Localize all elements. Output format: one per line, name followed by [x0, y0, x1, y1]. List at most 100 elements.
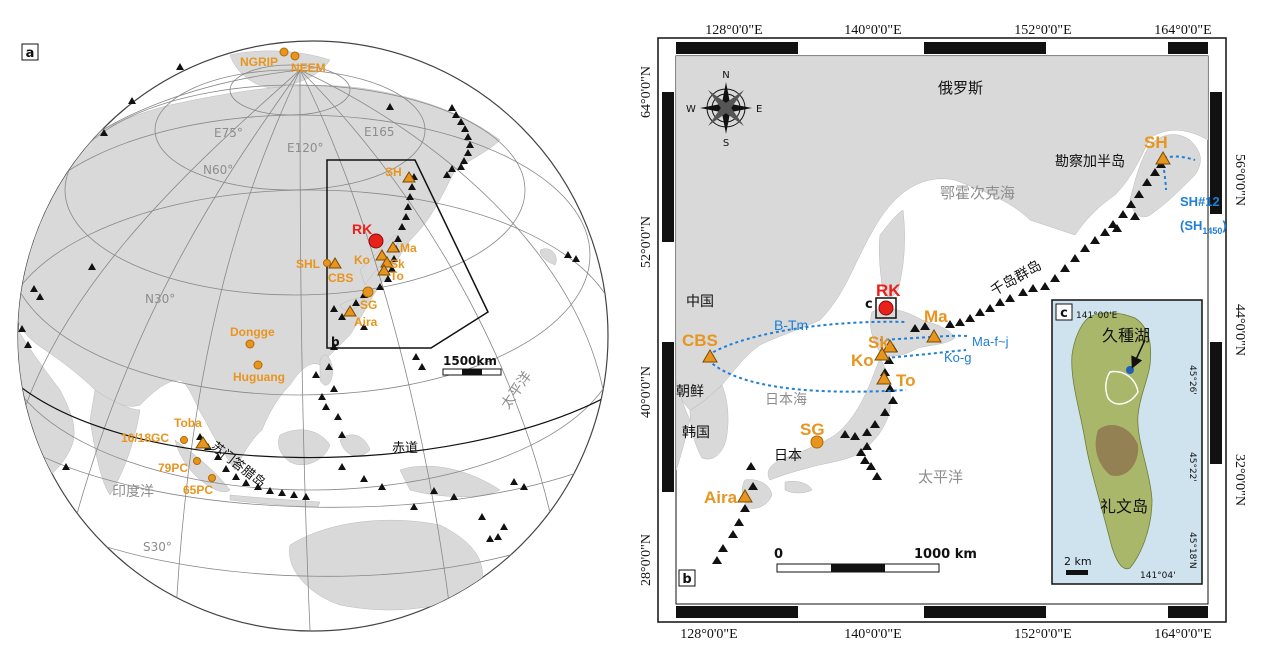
lat-18: 45°18'N — [1187, 532, 1197, 569]
site-marker-ma-a — [386, 241, 400, 253]
site-label-ma-a: Ma — [400, 241, 417, 255]
scale-bar-b-label: 1000 km — [914, 547, 977, 562]
borneo-shape — [278, 429, 331, 466]
honshu-shape — [767, 357, 891, 481]
site-label-aira-a: Aira — [354, 315, 378, 329]
site-label-to-b: To — [896, 371, 916, 390]
site-marker-aira-a — [343, 305, 357, 317]
label-mafj: Ma-f~j — [972, 334, 1009, 349]
tick-top-128: 128°0'0"E — [705, 23, 762, 38]
site-marker-cbs-b — [702, 349, 718, 363]
lake-catchment-outline — [1105, 370, 1139, 405]
grid-label-e75: E75° — [214, 126, 243, 140]
site-marker-sg-b — [810, 435, 824, 449]
compass-e: E — [756, 104, 762, 115]
compass-rose: N S E W — [686, 70, 762, 149]
site-label-ko-b: Ko — [851, 351, 874, 370]
scale-bar-b: 0 1000 km — [774, 547, 977, 573]
equator-label: 赤道 — [392, 441, 418, 456]
label-russia: 俄罗斯 — [938, 79, 983, 97]
site-marker-sh-a — [402, 171, 416, 183]
panel-b-label: b — [682, 572, 691, 587]
tick-left-52: 52°0'0"N — [639, 216, 654, 268]
label-btm: B-Tm — [774, 317, 808, 333]
site-marker-huguang — [253, 360, 263, 370]
panel-a-label: a — [26, 46, 35, 61]
site-marker-gc — [180, 436, 188, 444]
tephra-line-ko — [885, 349, 967, 359]
site-marker-sg-a — [362, 286, 374, 298]
tick-bottom-128: 128°0'0"E — [680, 627, 737, 642]
rebun-highland-shape — [1095, 425, 1139, 476]
sumatra-shape — [174, 439, 231, 493]
tick-left-64: 64°0'0"N — [639, 66, 654, 118]
map-b-land — [676, 56, 1208, 509]
tephra-line-sh-down — [1163, 169, 1167, 191]
site-marker-to-b — [876, 371, 892, 385]
lake-name: 久種湖 — [1102, 326, 1150, 345]
sakhalin-shape — [878, 209, 905, 298]
site-label-sk-b: Sk — [868, 333, 889, 352]
site-label-sh-b: SH — [1144, 133, 1168, 152]
tick-bottom-140: 140°0'0"E — [844, 627, 901, 642]
label-sea-of-japan: 日本海 — [765, 392, 807, 408]
site-marker-cbs-a — [328, 257, 342, 269]
site-label-aira-b: Aira — [704, 488, 738, 507]
site-marker-sk-b — [882, 339, 898, 353]
site-label-cbs-b: CBS — [682, 331, 718, 350]
scale-bar-a-label: 1500km — [443, 354, 497, 368]
site-label-to-a: To — [390, 269, 404, 283]
site-label-sk-a: Sk — [390, 257, 405, 271]
tephra-line-btm-upper — [707, 320, 907, 356]
tick-right-44: 44°0'0"N — [1232, 304, 1247, 356]
lake-arrow — [1131, 339, 1146, 369]
equator-line — [18, 384, 608, 459]
tick-left-28: 28°0'0"N — [639, 534, 654, 586]
inset-b-frame — [326, 159, 489, 349]
volcano-markers-b — [712, 160, 1166, 564]
label-sh12: SH#12 — [1180, 194, 1220, 209]
tephra-lines — [707, 155, 1196, 393]
india-shape — [89, 389, 141, 496]
site-label-ko-a: Ko — [354, 253, 370, 267]
sulawesi-shape — [339, 434, 371, 457]
island-name: 礼文岛 — [1100, 497, 1148, 516]
panel-a-label-box — [21, 43, 39, 61]
label-sh1450: (SH1450) — [1180, 218, 1227, 236]
site-label-cbs-a: CBS — [328, 271, 353, 285]
pacific-island-shape — [539, 248, 557, 266]
panel-c-label: c — [1060, 306, 1068, 321]
label-japan: 日本 — [774, 448, 802, 464]
site-marker-shl — [323, 259, 331, 267]
site-marker-sh-b — [1155, 151, 1171, 165]
compass-s: S — [723, 138, 729, 149]
tephra-line-btm-lower — [707, 359, 907, 393]
site-marker-ngrip — [279, 47, 289, 57]
site-marker-dongge — [245, 339, 255, 349]
lon-top: 141°00'E — [1076, 311, 1118, 321]
site-label-rk-a: RK — [352, 221, 372, 237]
tick-top-164: 164°0'0"E — [1154, 23, 1211, 38]
grid-label-e120: E120° — [287, 141, 324, 155]
site-label-65pc: 65PC — [183, 483, 213, 497]
tick-right-56: 56°0'0"N — [1232, 154, 1247, 206]
site-label-dongge: Dongge — [230, 325, 275, 339]
scale-bar-a: 1500km — [442, 354, 502, 376]
volcano-markers-a — [18, 63, 580, 542]
site-marker-rk-b — [878, 300, 894, 316]
panel-c-label-box — [1055, 303, 1073, 321]
site-label-shl: SHL — [296, 257, 320, 271]
site-label-sh-a: SH — [385, 165, 402, 179]
lake-kushu-marker — [1126, 366, 1134, 374]
site-label-ma-b: Ma — [924, 307, 948, 326]
site-label-neem: NEEM — [291, 61, 326, 75]
tick-bottom-152: 152°0'0"E — [1014, 627, 1071, 642]
site-marker-ma-b — [926, 329, 942, 343]
indian-ocean-label: 印度洋 — [112, 484, 154, 500]
compass-w: W — [686, 104, 696, 115]
shikoku-shape — [784, 481, 813, 494]
site-label-gc: 16/18GC — [121, 431, 169, 445]
lat-22: 45°22' — [1187, 452, 1197, 482]
site-marker-ko-b — [874, 347, 890, 361]
site-marker-79pc — [193, 457, 201, 465]
